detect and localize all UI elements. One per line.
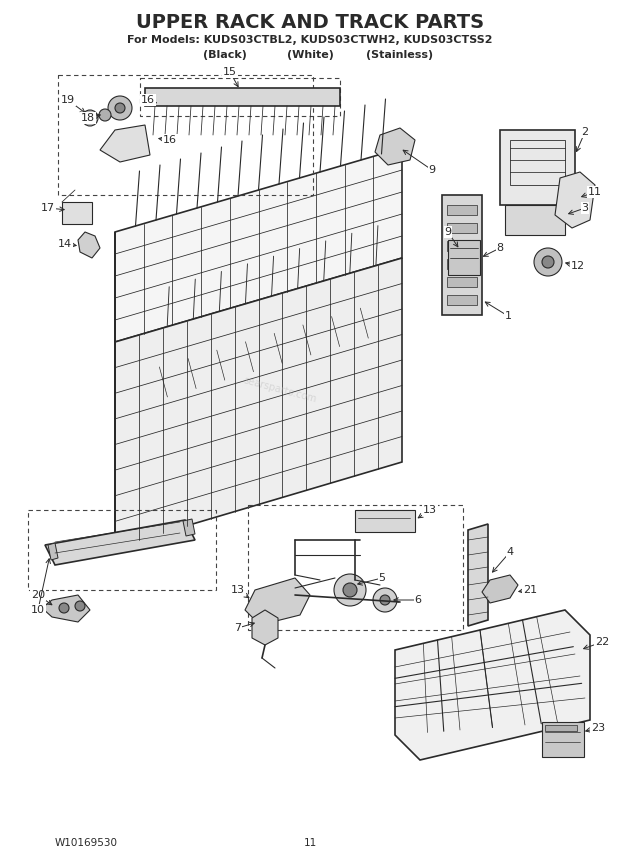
Text: 5: 5: [378, 573, 386, 583]
Text: 14: 14: [58, 239, 72, 249]
Polygon shape: [555, 172, 595, 228]
Text: 1: 1: [505, 311, 511, 321]
Polygon shape: [468, 524, 488, 626]
Text: 13: 13: [231, 585, 245, 595]
Bar: [62, 202, 92, 224]
Circle shape: [108, 96, 132, 120]
Polygon shape: [115, 258, 402, 547]
Text: 6: 6: [415, 595, 422, 605]
Text: 3: 3: [582, 203, 588, 213]
Bar: [500, 130, 575, 205]
Circle shape: [373, 588, 397, 612]
Text: 4: 4: [507, 547, 513, 557]
Bar: [447, 259, 477, 269]
Text: 23: 23: [591, 723, 605, 733]
Text: 18: 18: [81, 113, 95, 123]
Text: 2: 2: [582, 127, 588, 137]
Polygon shape: [115, 148, 402, 342]
Polygon shape: [375, 128, 415, 165]
Text: (Black): (Black): [203, 50, 247, 60]
Text: For Models: KUDS03CTBL2, KUDS03CTWH2, KUDS03CTSS2: For Models: KUDS03CTBL2, KUDS03CTWH2, KU…: [127, 35, 493, 45]
Text: 21: 21: [523, 585, 537, 595]
Text: 9: 9: [428, 165, 436, 175]
Text: 11: 11: [303, 838, 317, 848]
Text: 9: 9: [445, 227, 451, 237]
Bar: [447, 223, 477, 233]
Bar: [58, 75, 313, 195]
Circle shape: [534, 248, 562, 276]
Circle shape: [75, 601, 85, 611]
Polygon shape: [45, 520, 195, 565]
Bar: [510, 140, 565, 185]
Bar: [448, 240, 480, 275]
Text: 19: 19: [61, 95, 75, 105]
Bar: [447, 205, 477, 215]
Bar: [355, 510, 415, 532]
Polygon shape: [183, 519, 195, 536]
Bar: [442, 195, 482, 315]
Text: 20: 20: [31, 590, 45, 600]
Bar: [140, 78, 340, 116]
Text: searsparts.com: searsparts.com: [242, 376, 317, 405]
Bar: [447, 295, 477, 305]
Polygon shape: [252, 610, 278, 645]
Text: 12: 12: [571, 261, 585, 271]
Polygon shape: [48, 543, 58, 560]
Circle shape: [380, 595, 390, 605]
Bar: [145, 88, 340, 106]
Text: UPPER RACK AND TRACK PARTS: UPPER RACK AND TRACK PARTS: [136, 13, 484, 32]
Circle shape: [115, 103, 125, 113]
Polygon shape: [482, 575, 518, 603]
Text: 22: 22: [595, 637, 609, 647]
Text: 11: 11: [588, 187, 602, 197]
Circle shape: [334, 574, 366, 606]
Circle shape: [542, 256, 554, 268]
Text: 13: 13: [423, 505, 437, 515]
Text: W10169530: W10169530: [55, 838, 118, 848]
Polygon shape: [395, 610, 590, 760]
Text: 16: 16: [141, 95, 155, 105]
Text: (White): (White): [286, 50, 334, 60]
Circle shape: [82, 110, 98, 126]
Bar: [542, 722, 584, 757]
Circle shape: [343, 583, 357, 597]
Text: 17: 17: [41, 203, 55, 213]
Text: 7: 7: [234, 623, 242, 633]
Bar: [248, 505, 463, 630]
Text: (Stainless): (Stainless): [366, 50, 433, 60]
Polygon shape: [100, 125, 150, 162]
Polygon shape: [78, 232, 100, 258]
Bar: [545, 725, 577, 731]
Text: 8: 8: [497, 243, 503, 253]
Polygon shape: [42, 595, 90, 622]
Bar: [28, 510, 216, 590]
Bar: [447, 241, 477, 251]
Text: 10: 10: [31, 605, 45, 615]
Text: 16: 16: [163, 135, 177, 145]
Text: 15: 15: [223, 67, 237, 77]
Circle shape: [59, 603, 69, 613]
Bar: [505, 205, 565, 235]
Polygon shape: [245, 578, 310, 625]
Bar: [447, 277, 477, 287]
Circle shape: [99, 109, 111, 121]
